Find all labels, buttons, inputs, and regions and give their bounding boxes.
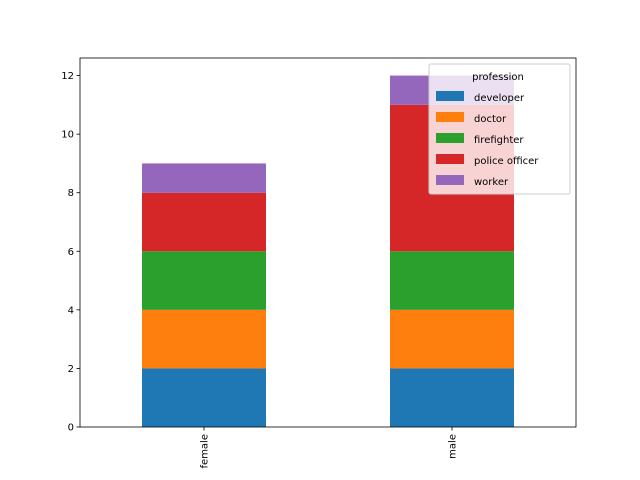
bar-female-firefighter — [142, 251, 266, 310]
y-tick-label: 4 — [68, 305, 74, 316]
bar-female-developer — [142, 368, 266, 427]
y-tick-label: 6 — [68, 247, 74, 258]
bar-male-firefighter — [390, 251, 514, 310]
y-tick-label: 2 — [68, 364, 74, 375]
bar-female-police-officer — [142, 192, 266, 252]
legend-swatch-developer — [436, 91, 464, 101]
legend-swatch-police-officer — [436, 154, 464, 164]
legend-swatch-worker — [436, 175, 464, 185]
plot-frame — [79, 57, 577, 428]
legend-items: developer doctor firefighter police officer… — [436, 91, 539, 188]
bar-female-worker — [142, 163, 266, 193]
legend-label-firefighter: firefighter — [474, 135, 524, 146]
legend-label-police-officer: police officer — [474, 156, 539, 167]
y-tick-label: 10 — [61, 130, 74, 141]
x-tick-label: male — [448, 434, 459, 459]
legend-title: profession — [472, 72, 524, 83]
legend-swatch-firefighter — [436, 133, 464, 143]
bar-male-developer — [390, 368, 514, 427]
legend-swatch-doctor — [436, 112, 464, 122]
bar-male-doctor — [390, 309, 514, 369]
x-tick-label: female — [200, 434, 211, 468]
legend-label-developer: developer — [474, 93, 525, 104]
legend-label-doctor: doctor — [474, 114, 507, 125]
y-tick-label: 8 — [68, 188, 74, 199]
y-tick-label: 12 — [61, 71, 74, 82]
y-tick-label: 0 — [68, 423, 74, 434]
legend-label-worker: worker — [474, 177, 509, 188]
legend: profession developer doctor firefighter pol… — [428, 63, 571, 195]
legend-box — [428, 63, 571, 195]
axes-group: female male 0 2 4 6 8 10 12 — [61, 57, 577, 468]
bar-female-doctor — [142, 309, 266, 369]
